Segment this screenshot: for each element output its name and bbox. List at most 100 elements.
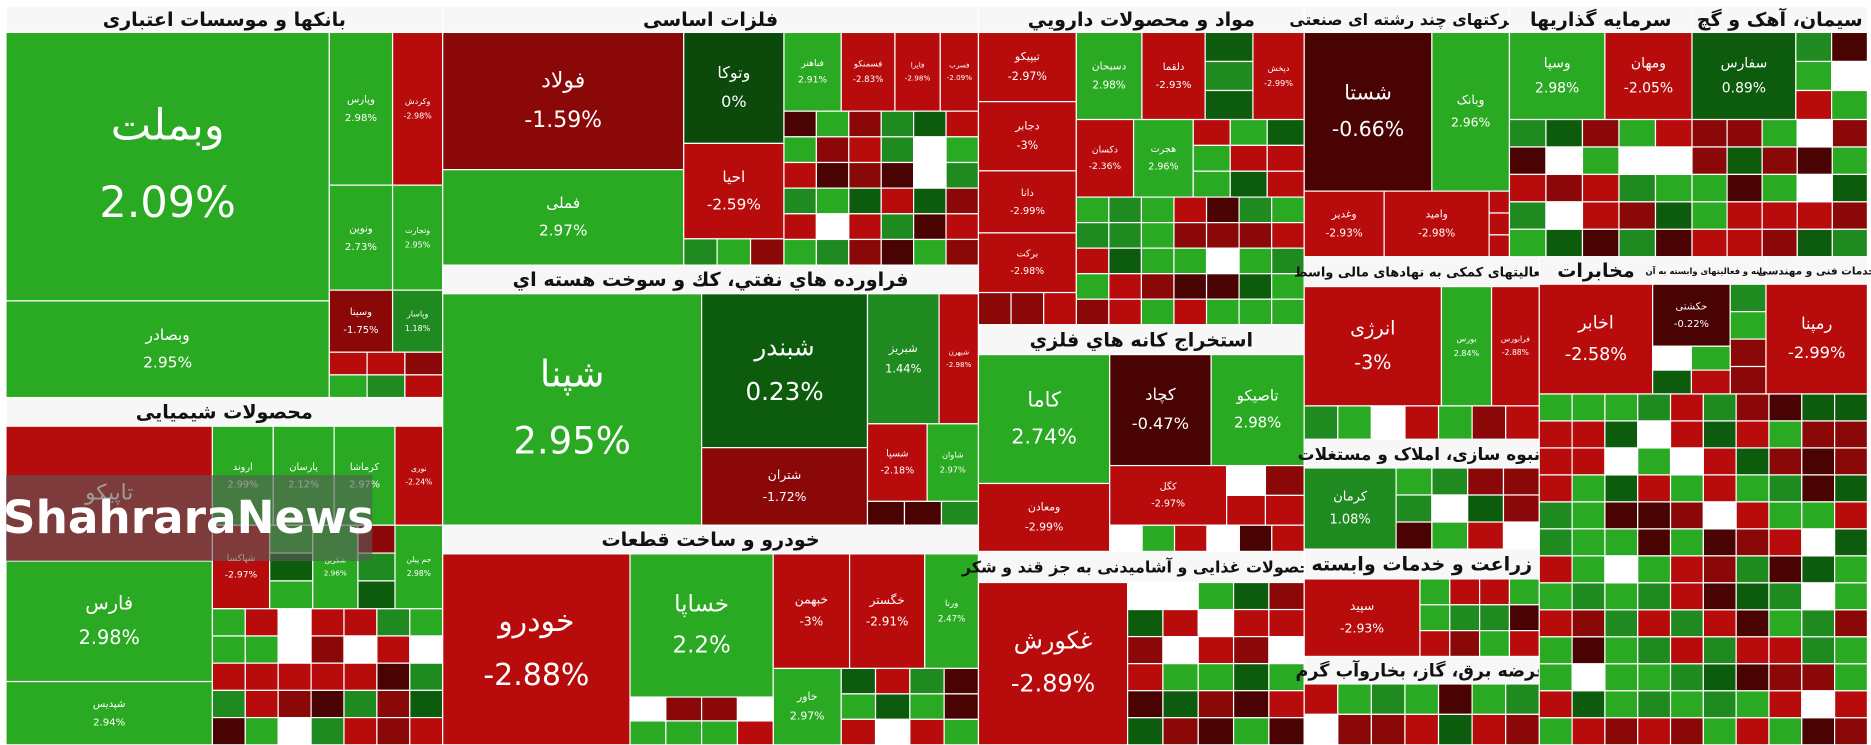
stock-change: -2.98% bbox=[1418, 227, 1455, 239]
small-tile bbox=[1268, 581, 1305, 611]
small-tile bbox=[815, 213, 850, 241]
stock-name: فارس bbox=[85, 591, 133, 614]
small-tile bbox=[1796, 228, 1833, 258]
small-tile bbox=[1108, 222, 1143, 249]
small-tile bbox=[1691, 118, 1728, 148]
small-tile bbox=[840, 667, 877, 695]
stock-name: نوری bbox=[411, 464, 427, 473]
small-tile bbox=[1431, 467, 1469, 496]
small-tile bbox=[1479, 578, 1511, 606]
small-tile bbox=[1702, 690, 1737, 719]
small-tile bbox=[1604, 555, 1639, 584]
small-tile bbox=[310, 608, 345, 637]
small-tile bbox=[1508, 118, 1547, 148]
stock-name: وتوکا bbox=[717, 63, 750, 83]
small-tile bbox=[1479, 630, 1511, 658]
small-tile bbox=[1538, 582, 1573, 611]
small-tile bbox=[1604, 663, 1639, 692]
stock-change: -1.72% bbox=[763, 489, 807, 504]
sector-header bbox=[442, 264, 980, 295]
small-tile bbox=[1370, 713, 1406, 745]
small-tile bbox=[1538, 636, 1573, 665]
stock-change: 0.89% bbox=[1722, 81, 1766, 97]
small-tile bbox=[783, 136, 817, 164]
small-tile bbox=[848, 161, 882, 189]
sector-title: استخراج کانه هاي فلزي bbox=[1030, 328, 1253, 352]
small-tile bbox=[1303, 405, 1339, 440]
small-tile bbox=[1729, 283, 1767, 313]
small-tile bbox=[1232, 636, 1270, 665]
stock-tile bbox=[1303, 467, 1397, 550]
small-tile bbox=[1238, 196, 1273, 224]
small-tile bbox=[1431, 521, 1469, 550]
stock-name: خودرو bbox=[496, 604, 574, 639]
small-tile bbox=[1127, 717, 1164, 745]
stock-change: 2.73% bbox=[345, 242, 378, 253]
stock-tile bbox=[1252, 31, 1305, 121]
small-tile bbox=[1232, 690, 1270, 719]
stock-tile bbox=[772, 553, 851, 670]
stock-tile bbox=[1303, 285, 1443, 407]
small-tile bbox=[1801, 663, 1836, 692]
sector-header bbox=[1765, 256, 1869, 285]
stock-name: کرماشا bbox=[350, 462, 380, 473]
small-tile bbox=[1127, 636, 1164, 665]
small-tile bbox=[1571, 609, 1606, 638]
stock-tile bbox=[840, 31, 896, 112]
small-tile bbox=[1538, 420, 1573, 449]
small-tile bbox=[815, 110, 850, 138]
small-tile bbox=[376, 662, 411, 691]
small-tile bbox=[1768, 528, 1803, 557]
small-tile bbox=[1726, 173, 1763, 203]
small-tile bbox=[1801, 474, 1836, 503]
small-tile bbox=[1538, 393, 1573, 422]
small-tile bbox=[1604, 474, 1639, 503]
small-tile bbox=[1075, 273, 1110, 300]
sector-header bbox=[5, 396, 444, 427]
sector-title: خودرو و ساخت قطعات bbox=[601, 528, 819, 551]
small-tile bbox=[1735, 420, 1770, 449]
small-tile bbox=[1197, 663, 1235, 692]
small-tile bbox=[1075, 196, 1110, 224]
small-tile bbox=[1162, 663, 1199, 692]
small-tile bbox=[1768, 582, 1803, 611]
small-tile bbox=[269, 580, 314, 610]
stock-tile bbox=[939, 31, 980, 112]
stock-change: -2.91% bbox=[866, 614, 909, 628]
stock-change: 2.96% bbox=[1451, 114, 1491, 129]
small-tile bbox=[1232, 663, 1270, 692]
small-tile bbox=[244, 689, 279, 719]
stock-change: 2.97% bbox=[539, 222, 588, 240]
small-tile bbox=[1140, 273, 1175, 300]
small-tile bbox=[1768, 393, 1803, 422]
small-tile bbox=[1232, 717, 1270, 745]
small-tile bbox=[945, 110, 980, 138]
stock-name: خساپا bbox=[674, 591, 729, 617]
stock-tile bbox=[1508, 31, 1606, 121]
small-tile bbox=[940, 500, 980, 526]
small-tile bbox=[1127, 663, 1164, 692]
small-tile bbox=[1654, 201, 1693, 230]
small-tile bbox=[1268, 608, 1305, 638]
small-tile bbox=[1162, 636, 1199, 665]
small-tile bbox=[1690, 369, 1731, 395]
small-tile bbox=[1173, 298, 1208, 326]
stock-name: شپنا bbox=[540, 353, 605, 396]
stock-tile bbox=[442, 553, 631, 745]
small-tile bbox=[1538, 690, 1573, 719]
small-tile bbox=[1735, 555, 1770, 584]
small-tile bbox=[1449, 578, 1481, 606]
small-tile bbox=[376, 716, 411, 745]
small-tile bbox=[1637, 528, 1672, 557]
stock-name: وامید bbox=[1426, 208, 1448, 220]
small-tile bbox=[1604, 528, 1639, 557]
stock-name: وبانک bbox=[1457, 92, 1485, 108]
small-tile bbox=[909, 667, 945, 695]
small-tile bbox=[409, 608, 444, 637]
small-tile bbox=[1801, 717, 1836, 745]
stock-name: هجرت bbox=[1151, 144, 1176, 155]
small-tile bbox=[1735, 393, 1770, 422]
small-tile bbox=[1768, 609, 1803, 638]
stock-change: -2.24% bbox=[405, 478, 432, 487]
